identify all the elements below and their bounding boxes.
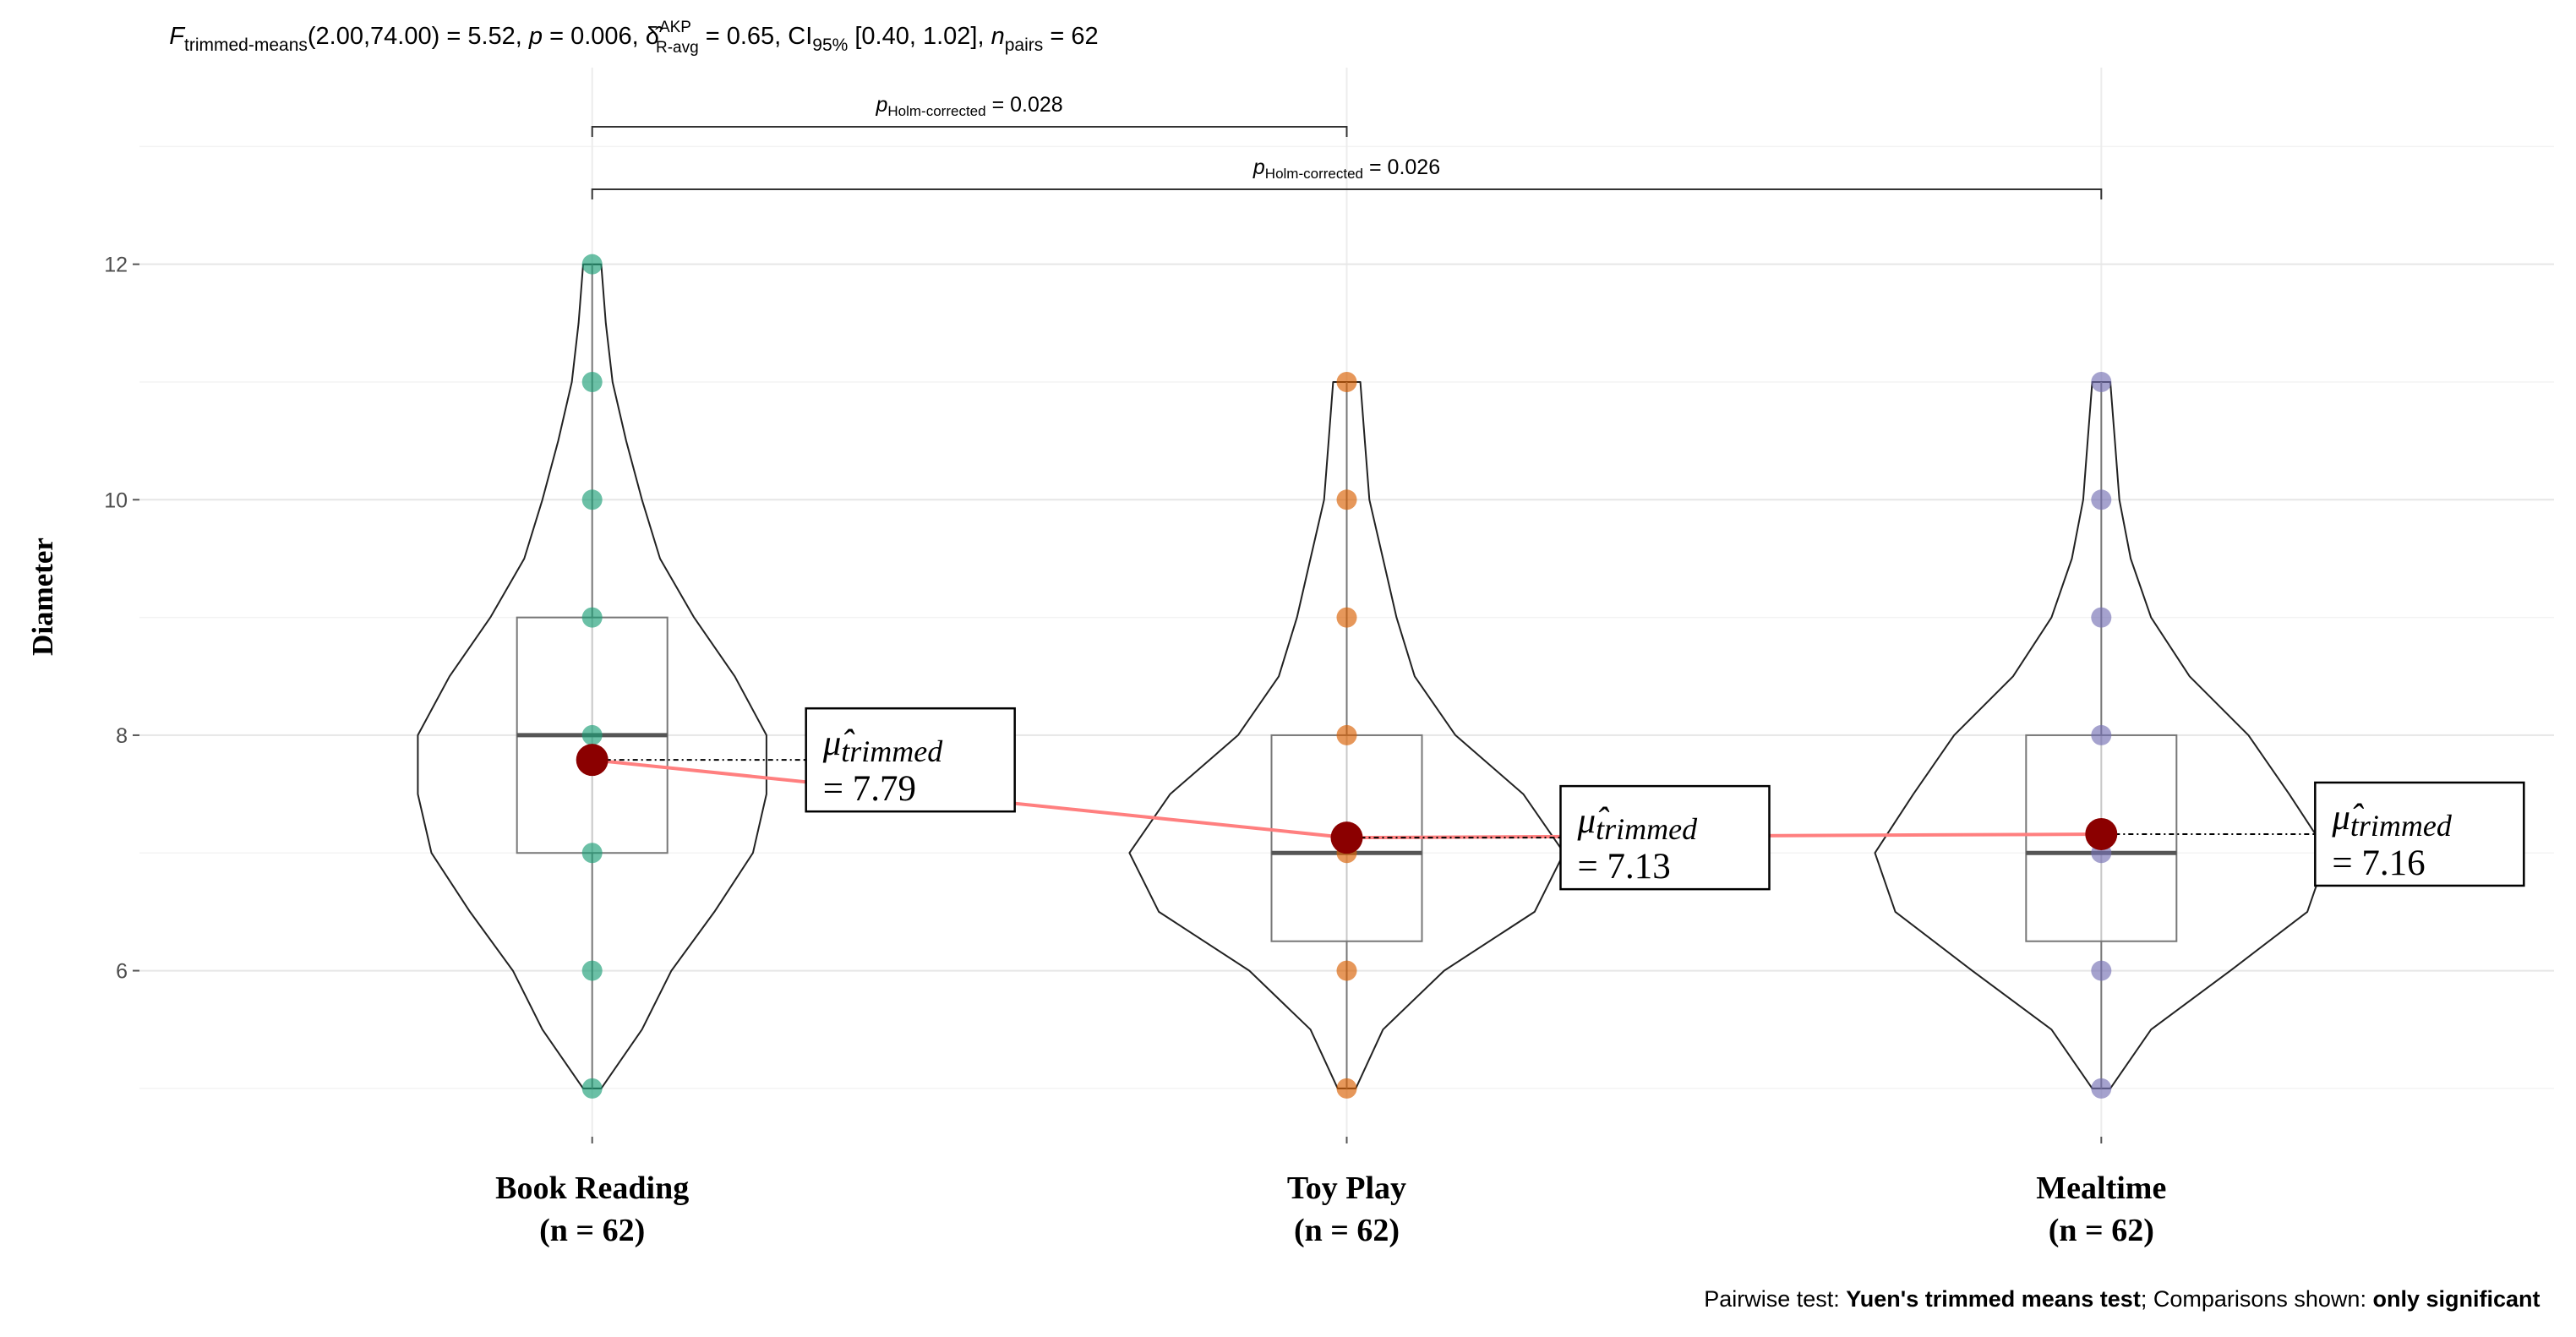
- data-point: [2091, 489, 2112, 510]
- caption-part: ; Comparisons shown:: [2141, 1286, 2373, 1312]
- data-point: [1336, 1078, 1357, 1099]
- data-point: [581, 607, 603, 628]
- data-point: [1336, 960, 1357, 981]
- data-point: [581, 843, 603, 864]
- mean-label: μ̂trimmed: [2331, 798, 2453, 843]
- mean-subscript: trimmed: [1596, 812, 1698, 846]
- data-point: [1336, 489, 1357, 510]
- subtitle-part: p: [528, 23, 543, 50]
- caption-part: Pairwise test:: [1704, 1286, 1846, 1312]
- subtitle-part: AKP: [659, 19, 691, 36]
- subtitle-part: = 0.65, CI: [699, 23, 813, 50]
- y-tick-label: 12: [104, 254, 128, 277]
- caption: Pairwise test: Yuen's trimmed means test…: [1673, 1286, 2559, 1312]
- violin: [1128, 381, 1565, 1089]
- n-label: (n = 62): [2049, 1213, 2154, 1248]
- subtitle-part: = 0.006,: [543, 23, 646, 50]
- data-point: [2091, 960, 2112, 981]
- data-point: [581, 489, 603, 510]
- n-label: (n = 62): [539, 1213, 645, 1248]
- data-point: [2091, 371, 2112, 392]
- subtitle-part: R-avg: [656, 39, 699, 57]
- subtitle-part: pairs: [1005, 35, 1044, 55]
- x-tick-label: Mealtime: [2036, 1171, 2166, 1206]
- mean-point: [1330, 821, 1363, 854]
- mean-value-label: = 7.13: [1578, 847, 1671, 887]
- data-point: [2091, 724, 2112, 745]
- comparison-label: pHolm-corrected = 0.026: [1253, 156, 1440, 182]
- data-point: [581, 254, 603, 275]
- mean-value-label: = 7.16: [2332, 843, 2425, 883]
- subtitle-part: δ̂: [646, 23, 663, 50]
- subtitle: Ftrimmed-means(2.00,74.00) = 5.52, p = 0…: [135, 19, 1119, 57]
- x-tick-label: Book Reading: [495, 1171, 689, 1206]
- mean-label: μ̂trimmed: [822, 723, 944, 768]
- subtitle-part: = 62: [1043, 23, 1098, 50]
- mean-label-box: [1559, 784, 1771, 891]
- data-point: [2091, 1078, 2112, 1099]
- data-point: [2091, 607, 2112, 628]
- data-point: [581, 960, 603, 981]
- mean-point: [576, 744, 609, 777]
- comparison-bracket: [591, 126, 1348, 137]
- mean-label-box: [2314, 781, 2525, 887]
- mean-subscript: trimmed: [2350, 809, 2453, 843]
- p-value-label: = 0.028: [992, 93, 1063, 117]
- mean-label-box: [805, 707, 1016, 813]
- caption-part: only significant: [2372, 1286, 2540, 1312]
- y-tick-label: 8: [116, 724, 128, 748]
- data-point: [581, 724, 603, 745]
- p-subscript: Holm-corrected: [887, 103, 985, 119]
- y-axis-label: Diameter: [26, 538, 59, 656]
- mean-point: [2085, 817, 2118, 850]
- data-point: [581, 371, 603, 392]
- subtitle-part: trimmed-means: [184, 35, 308, 55]
- x-tick-label: Toy Play: [1287, 1171, 1406, 1206]
- p-subscript: Holm-corrected: [1265, 166, 1363, 182]
- subtitle-part: [0.40, 1.02],: [848, 23, 991, 50]
- subtitle-part: F: [169, 23, 186, 50]
- data-point: [1336, 607, 1357, 628]
- y-tick-label: 10: [104, 488, 128, 512]
- comparison-bracket: [591, 188, 2103, 199]
- mean-value-label: = 7.79: [823, 769, 916, 809]
- caption-part: Yuen's trimmed means test: [1846, 1286, 2141, 1312]
- p-symbol: p: [875, 93, 887, 117]
- subtitle-part: (2.00,74.00) = 5.52,: [308, 23, 529, 50]
- plot-area: μ̂trimmed= 7.79μ̂trimmed= 7.13μ̂trimmed=…: [417, 93, 2525, 1099]
- subtitle-part: n: [991, 23, 1005, 50]
- y-tick-label: 6: [116, 960, 128, 984]
- n-label: (n = 62): [1294, 1213, 1400, 1248]
- data-point: [1336, 724, 1357, 745]
- comparison-label: pHolm-corrected = 0.028: [875, 93, 1062, 119]
- data-point: [1336, 371, 1357, 392]
- p-value-label: = 0.026: [1369, 156, 1440, 179]
- mean-subscript: trimmed: [841, 734, 943, 768]
- p-symbol: p: [1253, 156, 1265, 179]
- subtitle-part: 95%: [812, 35, 848, 55]
- data-point: [581, 1078, 603, 1099]
